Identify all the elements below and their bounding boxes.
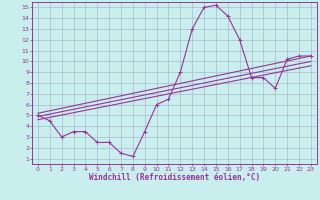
X-axis label: Windchill (Refroidissement éolien,°C): Windchill (Refroidissement éolien,°C) — [89, 173, 260, 182]
